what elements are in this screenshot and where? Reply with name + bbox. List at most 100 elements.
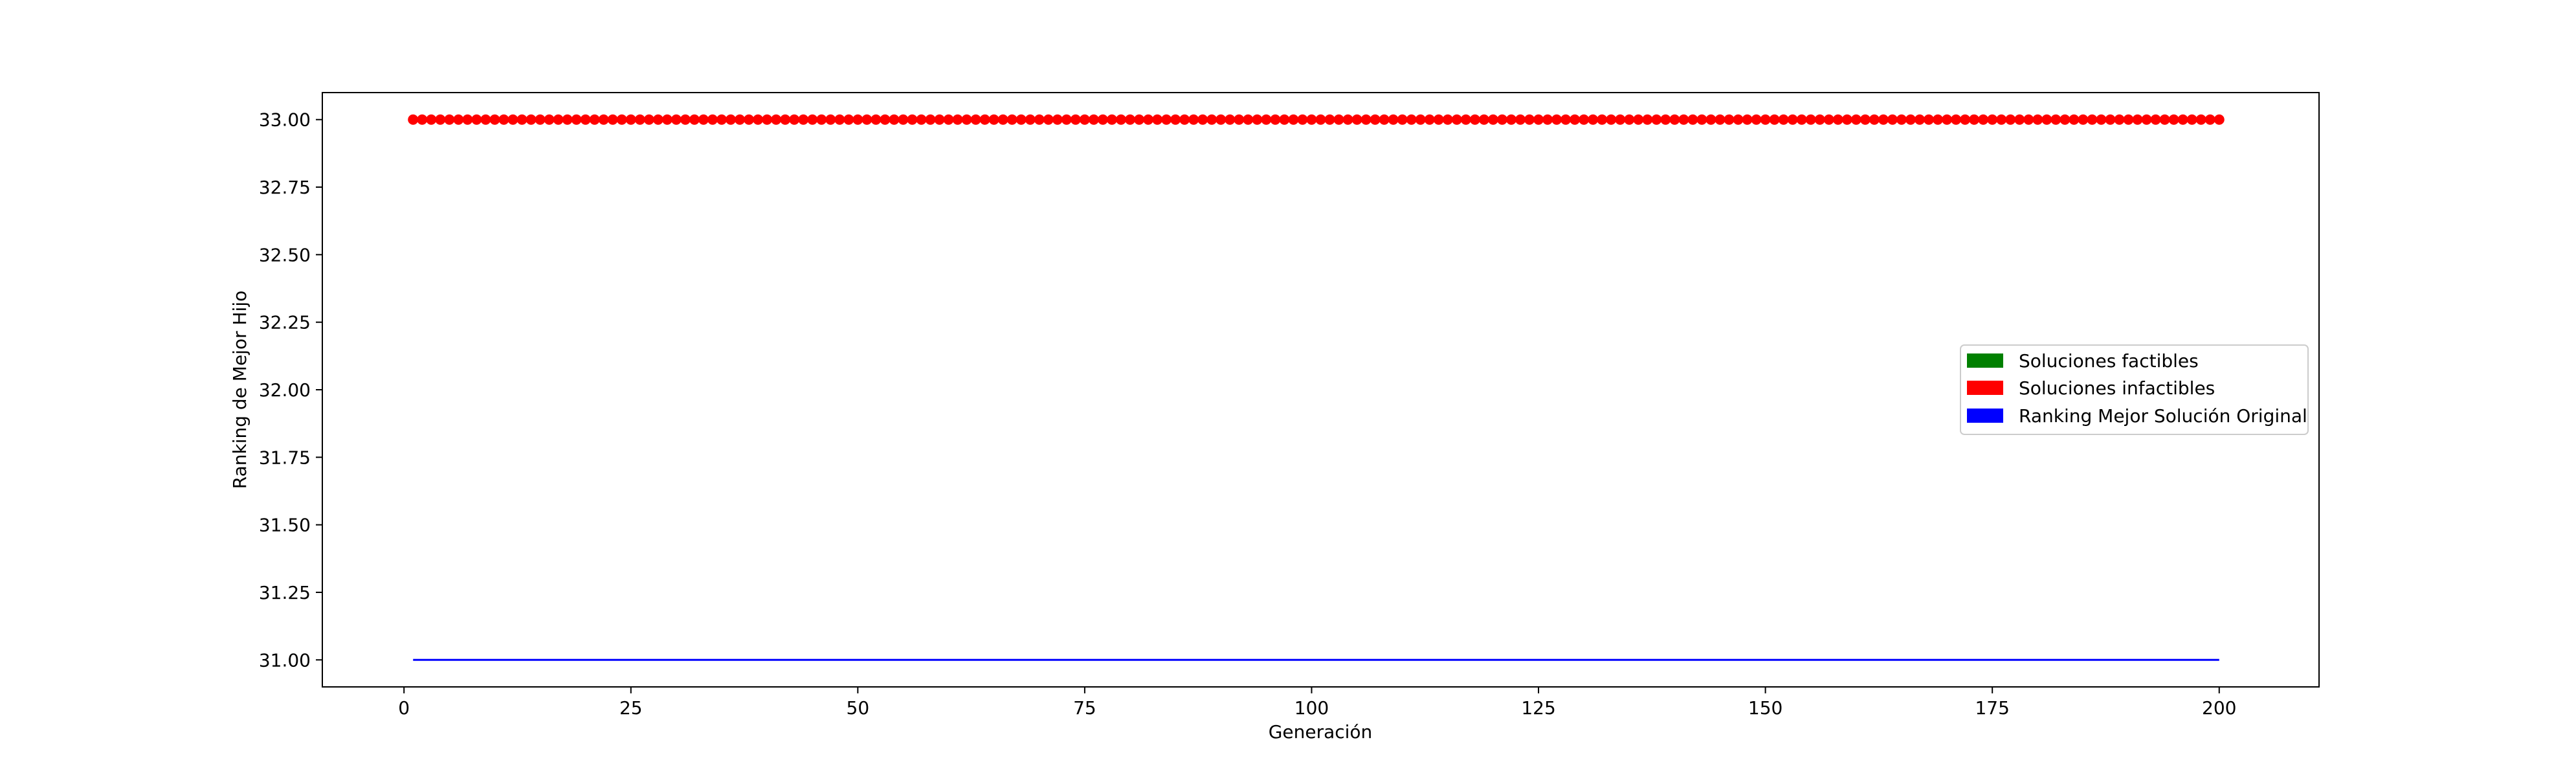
scatter-point (1006, 114, 1017, 125)
y-tick-label: 32.25 (259, 312, 311, 333)
scatter-point (1297, 114, 1308, 125)
scatter-point (435, 114, 446, 125)
scatter-point (680, 114, 691, 125)
scatter-point (1515, 114, 1526, 125)
scatter-point (952, 114, 963, 125)
legend-swatch-factibles (1967, 353, 2003, 368)
scatter-point (1951, 114, 1962, 125)
scatter-point (1487, 114, 1498, 125)
scatter-point (489, 114, 500, 125)
y-tick-label: 31.25 (259, 582, 311, 603)
scatter-point (652, 114, 663, 125)
scatter-point (1778, 114, 1789, 125)
scatter-point (707, 114, 718, 125)
scatter-point (2105, 114, 2116, 125)
scatter-point (408, 114, 419, 125)
scatter-point (1315, 114, 1326, 125)
scatter-point (1234, 114, 1245, 125)
scatter-point (1687, 114, 1698, 125)
scatter-point (1106, 114, 1117, 125)
scatter-point (2123, 114, 2134, 125)
scatter-point (1733, 114, 1744, 125)
scatter-point (2150, 114, 2161, 125)
scatter-point (1469, 114, 1480, 125)
scatter-point (1324, 114, 1335, 125)
scatter-point (2023, 114, 2034, 125)
scatter-point (744, 114, 755, 125)
scatter-point (2141, 114, 2152, 125)
scatter-point (1696, 114, 1707, 125)
scatter-point (1433, 114, 1444, 125)
scatter-point (2114, 114, 2125, 125)
scatter-point (1252, 114, 1263, 125)
scatter-point (526, 114, 537, 125)
scatter-point (507, 114, 518, 125)
x-tick-label: 75 (1073, 697, 1096, 719)
scatter-point (544, 114, 555, 125)
y-tick-label: 32.00 (259, 379, 311, 401)
x-axis-label: Generación (1269, 721, 1373, 743)
scatter-point (1025, 114, 1036, 125)
scatter-point (1415, 114, 1426, 125)
scatter-point (880, 114, 891, 125)
y-tick-label: 33.00 (259, 109, 311, 131)
scatter-point (1134, 114, 1145, 125)
scatter-point (1579, 114, 1590, 125)
y-tick-label: 32.75 (259, 177, 311, 198)
legend: Soluciones factibles Soluciones infactib… (1960, 344, 2309, 435)
scatter-point (1043, 114, 1054, 125)
scatter-point (562, 114, 573, 125)
scatter-point (916, 114, 927, 125)
scatter-point (1161, 114, 1172, 125)
scatter-point (1261, 114, 1272, 125)
scatter-point (498, 114, 509, 125)
scatter-point (1669, 114, 1680, 125)
legend-swatch-infactibles (1967, 381, 2003, 395)
scatter-point (1769, 114, 1780, 125)
scatter-point (444, 114, 455, 125)
scatter-point (1597, 114, 1608, 125)
scatter-point (671, 114, 682, 125)
scatter-point (598, 114, 609, 125)
scatter-point (1796, 114, 1807, 125)
scatter-point (2159, 114, 2170, 125)
scatter-point (1760, 114, 1771, 125)
scatter-point (1724, 114, 1735, 125)
scatter-point (1615, 114, 1626, 125)
scatter-point (2060, 114, 2071, 125)
scatter-point (1896, 114, 1907, 125)
scatter-point (1179, 114, 1190, 125)
scatter-point (825, 114, 836, 125)
x-axis: 0 25 50 75 100 125 150 175 200 (398, 687, 2236, 719)
scatter-point (1206, 114, 1217, 125)
scatter-point (1606, 114, 1617, 125)
scatter-point (762, 114, 773, 125)
scatter-point (2096, 114, 2107, 125)
scatter-point (426, 114, 437, 125)
scatter-point (1942, 114, 1953, 125)
scatter-point (898, 114, 909, 125)
scatter-point (2177, 114, 2188, 125)
scatter-point (2132, 114, 2143, 125)
scatter-point (616, 114, 627, 125)
scatter-point (726, 114, 737, 125)
scatter-point (979, 114, 990, 125)
scatter-point (2168, 114, 2179, 125)
scatter-point (1878, 114, 1889, 125)
legend-label-ranking-original: Ranking Mejor Solución Original (2019, 405, 2307, 427)
x-tick-label: 50 (847, 697, 870, 719)
scatter-point (1079, 114, 1090, 125)
scatter-point (417, 114, 428, 125)
scatter-point (925, 114, 936, 125)
scatter-point (771, 114, 782, 125)
scatter-point (807, 114, 818, 125)
scatter-point (2032, 114, 2043, 125)
scatter-point (1125, 114, 1136, 125)
scatter-point (589, 114, 600, 125)
scatter-point (1097, 114, 1108, 125)
x-tick-label: 125 (1521, 697, 1555, 719)
scatter-point (1887, 114, 1898, 125)
scatter-point (1850, 114, 1861, 125)
scatter-point (889, 114, 900, 125)
scatter-point (634, 114, 645, 125)
